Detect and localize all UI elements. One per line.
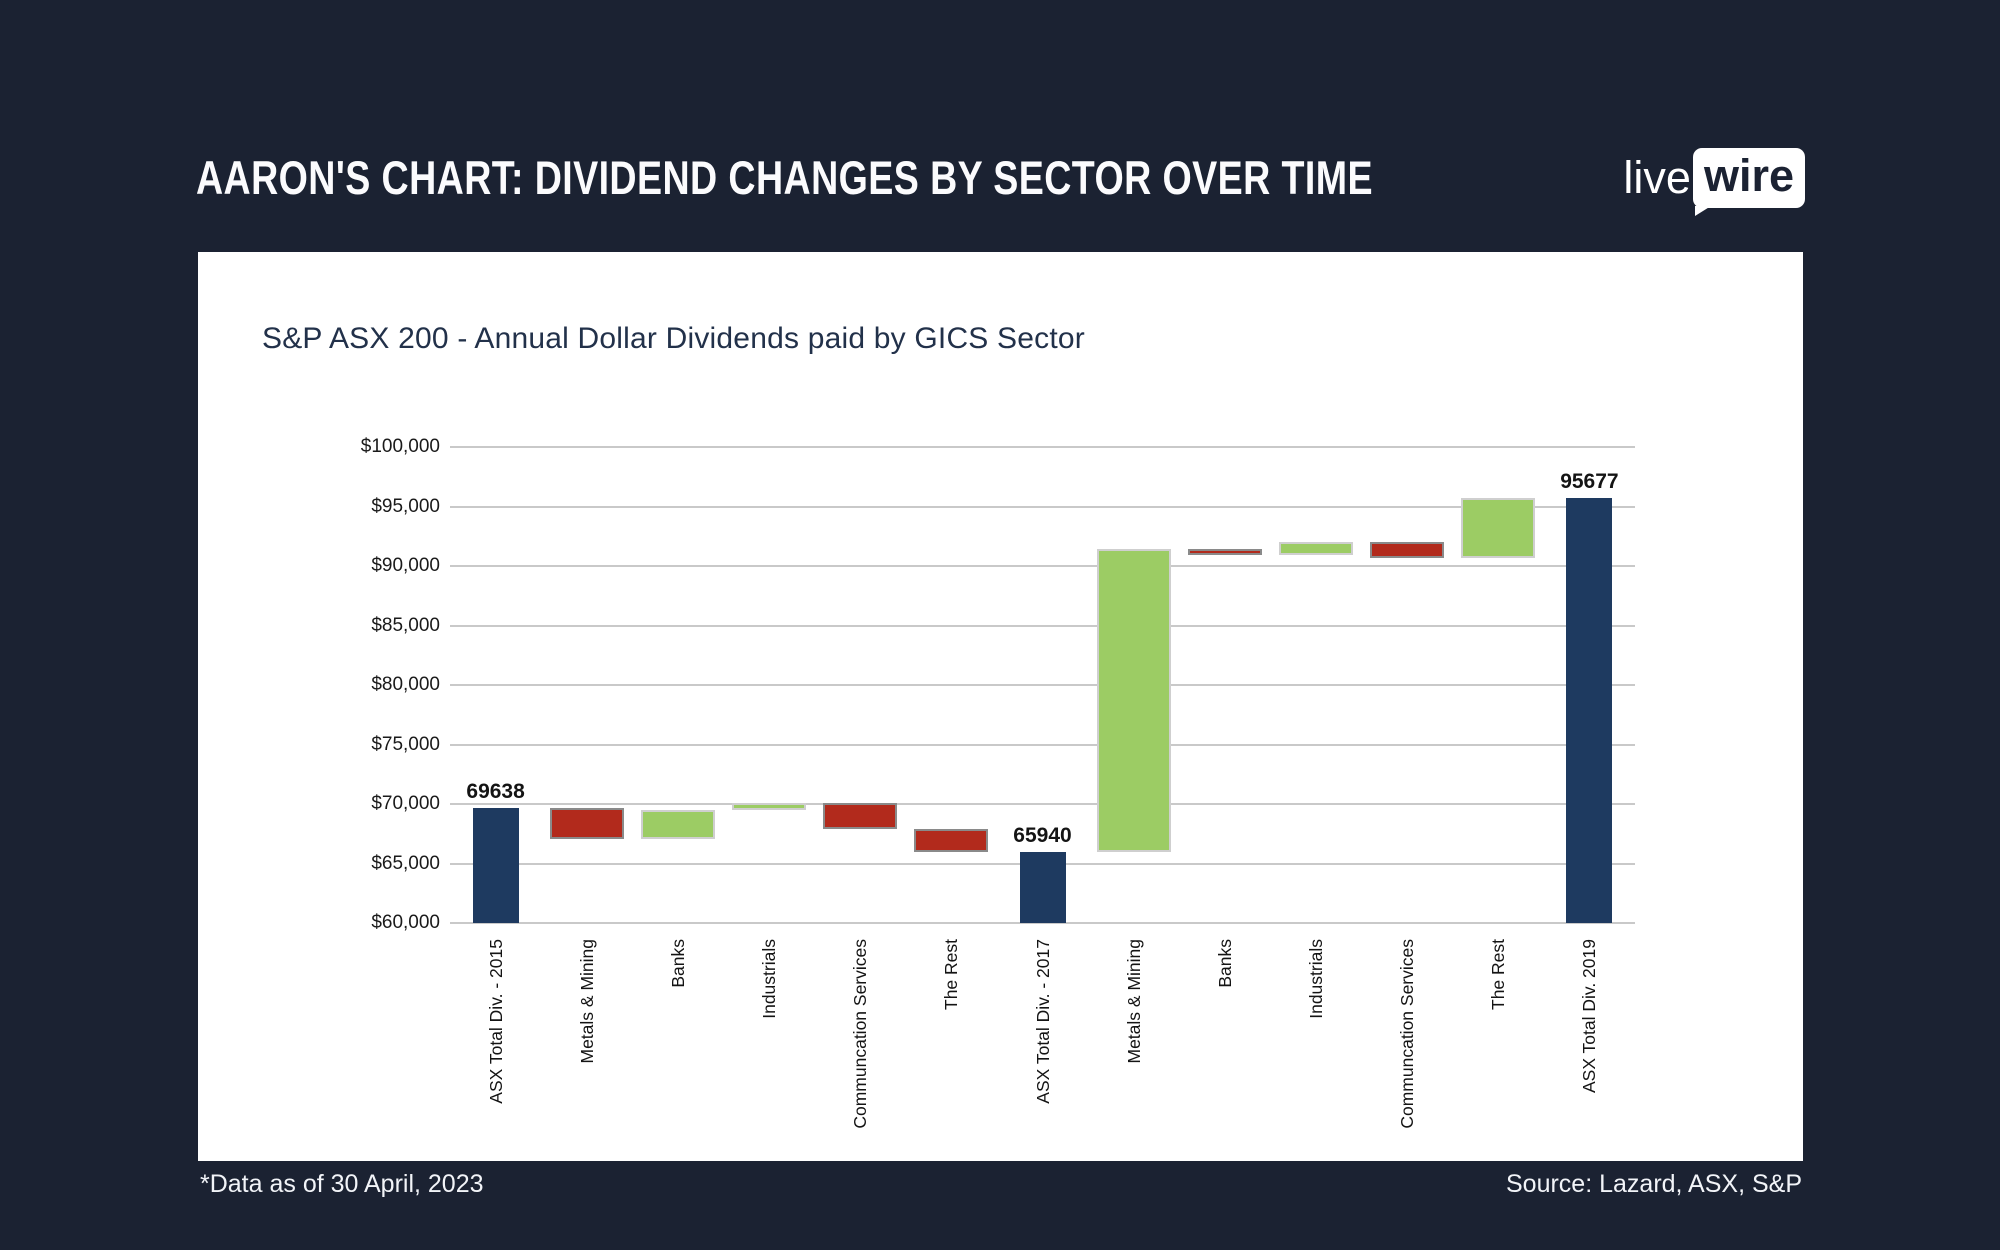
- gridline: [450, 446, 1635, 448]
- y-tick-label: $80,000: [371, 674, 440, 695]
- bar-value-label: 65940: [1013, 824, 1072, 848]
- bar-decrease: [1370, 541, 1445, 558]
- livewire-logo: live wire: [1623, 148, 1805, 216]
- y-tick-label: $75,000: [371, 733, 440, 755]
- bar-decrease: [914, 829, 989, 853]
- x-tick-label: ASX Total Div. - 2015: [485, 939, 506, 1104]
- gridline: [450, 922, 1635, 924]
- bar-total: [1566, 498, 1613, 923]
- y-tick-label: $90,000: [371, 555, 440, 576]
- bar-decrease: [549, 808, 624, 840]
- logo-wire-badge: wire: [1692, 148, 1805, 216]
- bar-increase: [1278, 541, 1353, 556]
- chart-panel: S&P ASX 200 - Annual Dollar Dividends pa…: [198, 252, 1803, 1161]
- gridline: [450, 624, 1635, 627]
- bar-increase: [640, 810, 715, 840]
- y-tick-label: $70,000: [371, 793, 440, 814]
- gridline: [450, 565, 1635, 567]
- y-tick-label: $60,000: [371, 912, 440, 933]
- x-tick-label: Communcation Services: [850, 939, 871, 1129]
- chart-title: S&P ASX 200 - Annual Dollar Dividends pa…: [262, 322, 1085, 355]
- gridline: [450, 743, 1635, 746]
- logo-live-text: live: [1623, 152, 1691, 203]
- x-tick-label: The Rest: [1488, 939, 1509, 1010]
- x-tick-label: The Rest: [941, 939, 962, 1010]
- x-tick-label: ASX Total Div. 2019: [1579, 939, 1600, 1094]
- bar-decrease: [1187, 548, 1262, 556]
- x-tick-label: Banks: [667, 939, 688, 988]
- gridline: [450, 803, 1635, 805]
- y-tick-label: $95,000: [371, 495, 440, 517]
- bar-decrease: [823, 802, 898, 830]
- bar-increase: [1096, 548, 1171, 853]
- x-tick-label: Industrials: [1305, 939, 1326, 1019]
- source-credit: Source: Lazard, ASX, S&P: [1506, 1170, 1802, 1198]
- bar-total: [1019, 852, 1066, 923]
- y-tick-label: $85,000: [371, 614, 440, 636]
- x-tick-label: ASX Total Div. - 2017: [1032, 939, 1053, 1104]
- gridline: [450, 505, 1635, 508]
- page-title: AARON'S CHART: DIVIDEND CHANGES BY SECTO…: [196, 151, 1373, 204]
- bar-increase: [1461, 498, 1536, 558]
- x-tick-label: Communcation Services: [1397, 939, 1418, 1129]
- x-tick-label: Metals & Mining: [576, 939, 597, 1064]
- bar-value-label: 69638: [466, 780, 525, 804]
- y-tick-label: $100,000: [360, 436, 440, 457]
- gridline: [450, 684, 1635, 686]
- logo-wire-text: wire: [1703, 150, 1794, 201]
- data-footnote: *Data as of 30 April, 2023: [200, 1170, 484, 1198]
- y-tick-label: $65,000: [371, 852, 440, 874]
- bar-increase: [732, 802, 807, 811]
- bar-total: [472, 808, 519, 923]
- x-tick-label: Metals & Mining: [1123, 939, 1144, 1064]
- x-tick-label: Industrials: [759, 939, 780, 1019]
- bar-value-label: 95677: [1560, 470, 1619, 494]
- x-tick-label: Banks: [1214, 939, 1235, 988]
